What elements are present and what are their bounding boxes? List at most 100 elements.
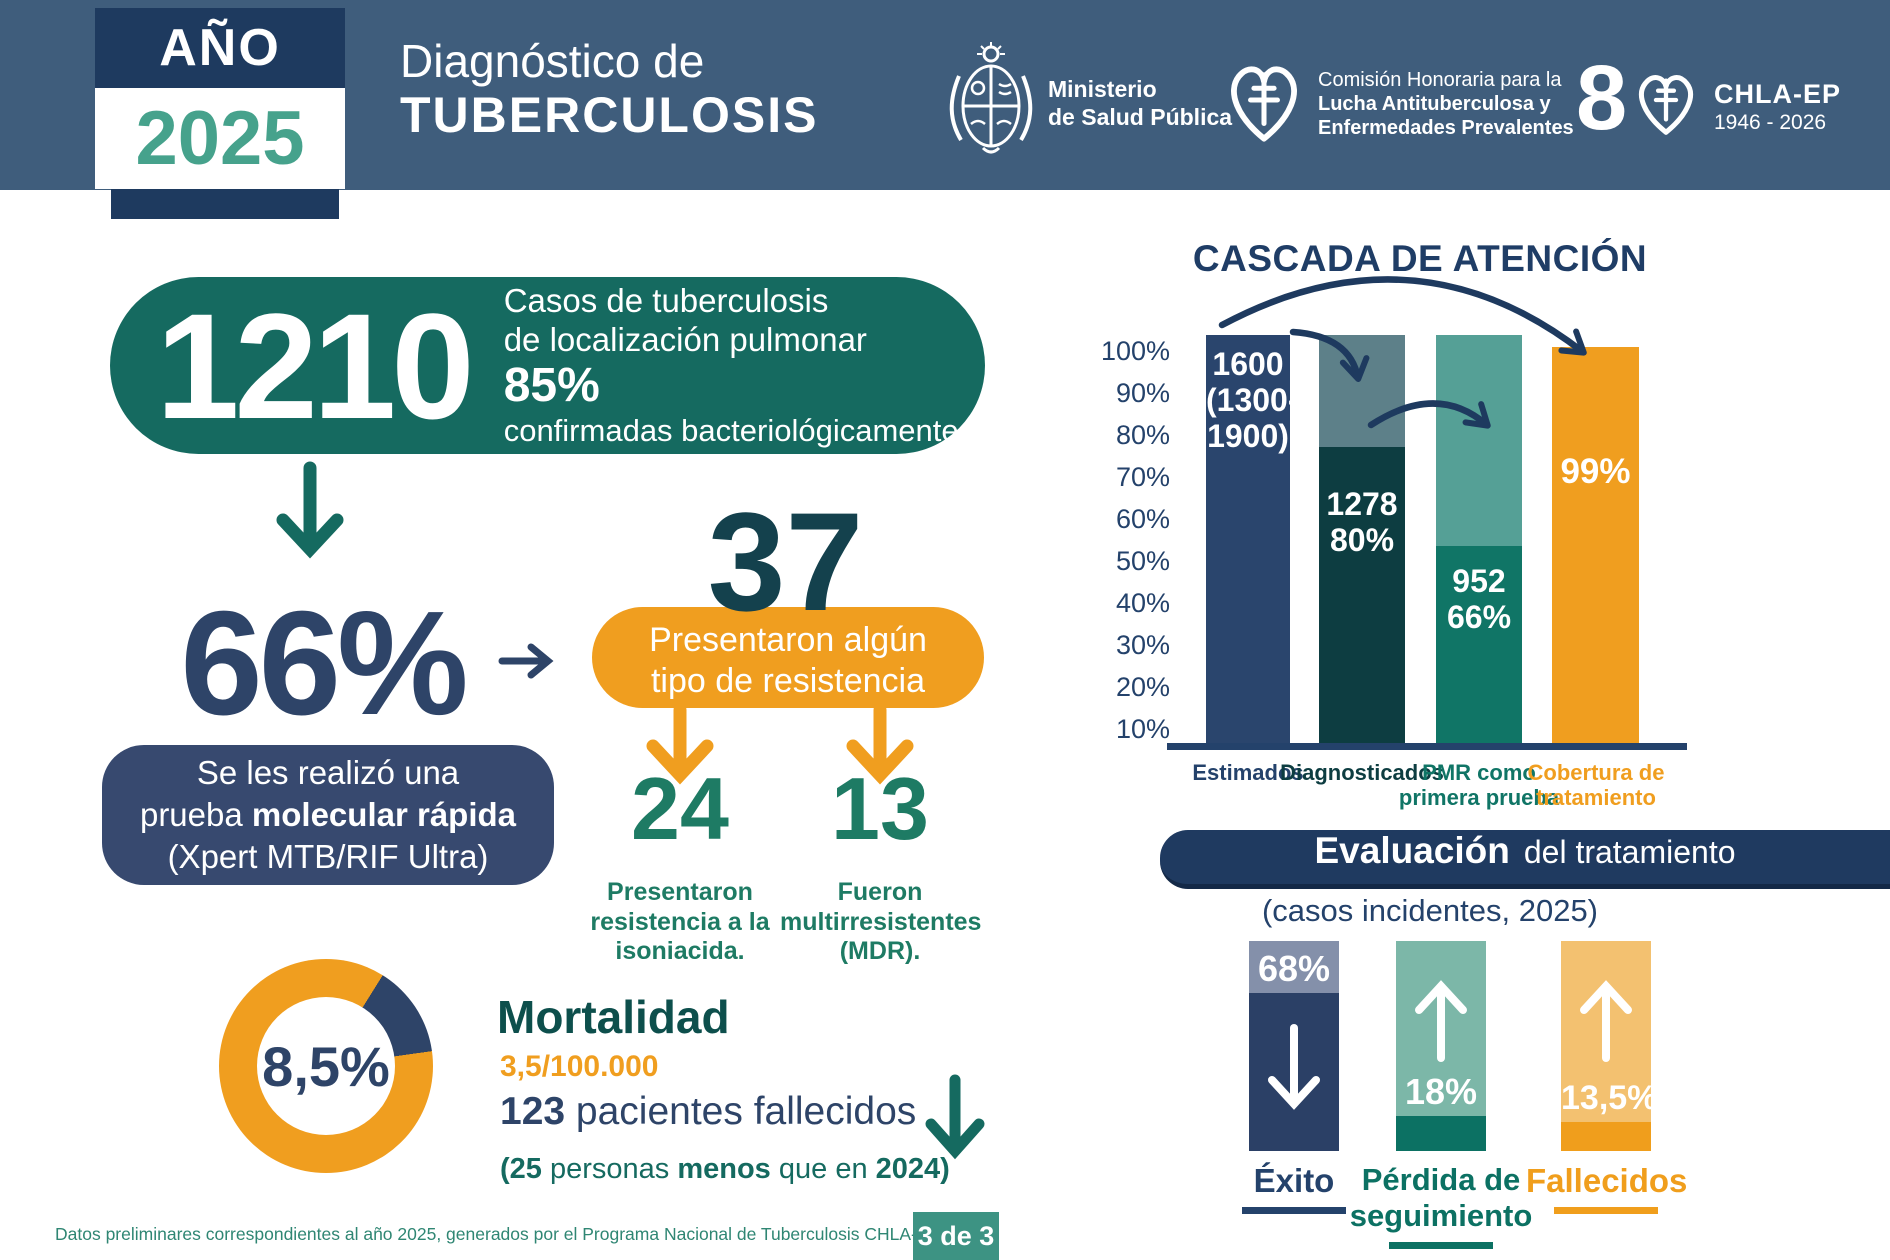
confirmed-pct: 85%	[503, 358, 600, 412]
molecular-line2-bold: molecular rápida	[251, 796, 517, 834]
mdr-value: 13	[831, 759, 929, 858]
anniversary-years: 1946 - 2026	[1714, 111, 1827, 135]
x-label-cobertura-line1: Cobertura de	[1527, 760, 1665, 785]
mortality-note-r1: personas	[541, 1153, 678, 1185]
exito-label: Éxito	[1253, 1162, 1335, 1199]
year-value: 2025	[135, 96, 305, 181]
year-tab	[111, 189, 339, 219]
perdida-pct: 18%	[1404, 1071, 1478, 1112]
y-tick-70: 70%	[1115, 462, 1170, 492]
isoniazid-value: 24	[631, 759, 729, 858]
mortality-note-b3: 2024)	[875, 1153, 950, 1185]
pulmonary-cases-pill: 1210 Casos de tuberculosis de localizaci…	[110, 277, 985, 454]
year-value-box: 2025	[95, 88, 345, 189]
bar-diagnosticados: 1278 80%	[1319, 447, 1405, 747]
fallecidos-bar: 13,5%	[1561, 941, 1658, 1122]
mortality-deaths: 123 pacientes fallecidos	[500, 1090, 916, 1134]
bar-estimados-value: 1600	[1212, 346, 1284, 382]
y-tick-50: 50%	[1115, 546, 1170, 576]
mdr-caption-line3: (MDR).	[839, 937, 921, 965]
bar-pmr: 952 66%	[1436, 546, 1522, 747]
resistance-pill: Presentaron algún tipo de resistencia	[592, 607, 984, 708]
pulmonary-cases-value: 1210	[156, 281, 475, 450]
isoniazid-caption-line3: isoniacida.	[615, 937, 745, 965]
confirmed-caption: confirmadas bacteriológicamente	[503, 412, 959, 448]
x-label-diagnosticados: Diagnosticados	[1280, 760, 1444, 785]
mortality-title: Mortalidad	[497, 991, 730, 1043]
x-label-pmr-line1: PMR como	[1422, 760, 1536, 785]
isoniazid-caption-line2: resistencia a la	[590, 907, 770, 936]
molecular-line2-pre: prueba	[139, 796, 252, 834]
x-label-pmr: PMR como primera prueba	[1379, 760, 1579, 811]
y-tick-30: 30%	[1115, 630, 1170, 660]
molecular-test-pct: 66%	[180, 581, 468, 746]
bar-pmr-gap	[1436, 335, 1522, 546]
mdr-caption-line1: Fueron	[837, 878, 923, 906]
molecular-line1: Se les realizó una	[196, 754, 460, 792]
mortality-note-b1: (25	[500, 1153, 542, 1185]
page-title-line2: TUBERCULOSIS	[400, 87, 819, 143]
pulmonary-cases-text: Casos de tuberculosis de localización pu…	[504, 282, 959, 448]
y-tick-90: 90%	[1115, 378, 1170, 408]
chla-line2: Lucha Antituberculosa y	[1318, 93, 1551, 115]
mortality-note: (25 personas menos que en 2024)	[500, 1153, 950, 1186]
msp-coat-of-arms-icon	[949, 42, 1033, 154]
x-axis-line	[1167, 743, 1687, 750]
bar-diagnosticados-gap	[1319, 335, 1405, 447]
mortality-donut-chart	[219, 959, 433, 1173]
perdida-label-line1: Pérdida de	[1361, 1162, 1521, 1197]
bar-pmr-pct: 66%	[1446, 598, 1512, 635]
evaluation-banner: Evaluación del tratamiento	[1160, 830, 1890, 889]
y-tick-40: 40%	[1115, 588, 1170, 618]
down-arrow-icon	[276, 461, 344, 559]
resistance-value: 37	[707, 483, 864, 640]
pulmonary-line1: Casos de tuberculosis	[503, 282, 829, 320]
isoniazid-caption-line1: Presentaron	[607, 878, 753, 906]
y-tick-10: 10%	[1115, 714, 1170, 744]
molecular-line3: (Xpert MTB/RIF Ultra)	[167, 837, 489, 875]
exito-bar-gap: 68%	[1249, 941, 1339, 993]
year-label: AÑO	[159, 19, 281, 77]
perdida-bar-base	[1396, 1116, 1486, 1151]
pulmonary-line2: de localización pulmonar	[503, 320, 867, 358]
bar-estimados: 1600 (1300- 1900)	[1206, 335, 1299, 747]
mdr-caption: Fueron multirresistentes (MDR).	[780, 878, 982, 967]
mdr-caption-line2: multirresistentes	[780, 907, 982, 936]
evaluation-title-bold: Evaluación	[1314, 830, 1510, 871]
exito-underline	[1242, 1207, 1346, 1214]
molecular-test-box: Se les realizó una prueba molecular rápi…	[102, 745, 554, 885]
bar-cobertura: 99%	[1552, 347, 1639, 747]
fallecidos-label: Fallecidos	[1526, 1162, 1688, 1199]
bar-estimados-range2: 1900)	[1207, 417, 1289, 454]
msp-logo-text: Ministerio de Salud Pública	[1048, 76, 1232, 131]
page-number-badge: 3 de 3	[913, 1212, 999, 1260]
year-label-box: AÑO	[95, 8, 345, 88]
x-label-cobertura: Cobertura de tratamiento	[1496, 760, 1696, 811]
x-label-pmr-line2: primera prueba	[1398, 785, 1560, 811]
mortality-note-b2: menos	[677, 1153, 771, 1185]
isoniazid-caption: Presentaron resistencia a la isoniacida.	[580, 878, 780, 967]
fallecidos-underline	[1554, 1207, 1658, 1214]
molecular-line2: prueba molecular rápida	[140, 794, 516, 836]
msp-name-line2: de Salud Pública	[1048, 103, 1233, 130]
perdida-label: Pérdida de seguimiento	[1336, 1162, 1546, 1233]
y-tick-80: 80%	[1115, 420, 1170, 450]
mortality-deaths-label: pacientes fallecidos	[565, 1090, 917, 1133]
y-tick-100: 100%	[1100, 336, 1170, 366]
bar-estimados-range1: (1300-	[1206, 381, 1299, 418]
evaluation-title-rest: del tratamiento	[1523, 834, 1736, 870]
mortality-deaths-value: 123	[500, 1090, 566, 1133]
cascade-chart-title: CASCADA DE ATENCIÓN	[1192, 238, 1648, 279]
chla-line1: Comisión Honoraria para la	[1318, 69, 1562, 91]
chla-heart-cross-icon	[1231, 66, 1297, 142]
resistance-pill-line1: Presentaron algún	[649, 620, 927, 659]
chla-line3: Enfermedades Prevalentes	[1318, 117, 1574, 139]
anniversary-eight: 8	[1576, 47, 1628, 149]
bar-diagnosticados-value: 1278	[1326, 486, 1398, 522]
mortality-down-arrow-icon	[925, 1074, 985, 1160]
bar-diagnosticados-pct: 80%	[1329, 521, 1395, 558]
mortality-note-r2: que en	[770, 1153, 876, 1185]
fallecidos-pct: 13,5%	[1561, 1079, 1658, 1117]
perdida-label-line2: seguimiento	[1349, 1197, 1533, 1233]
